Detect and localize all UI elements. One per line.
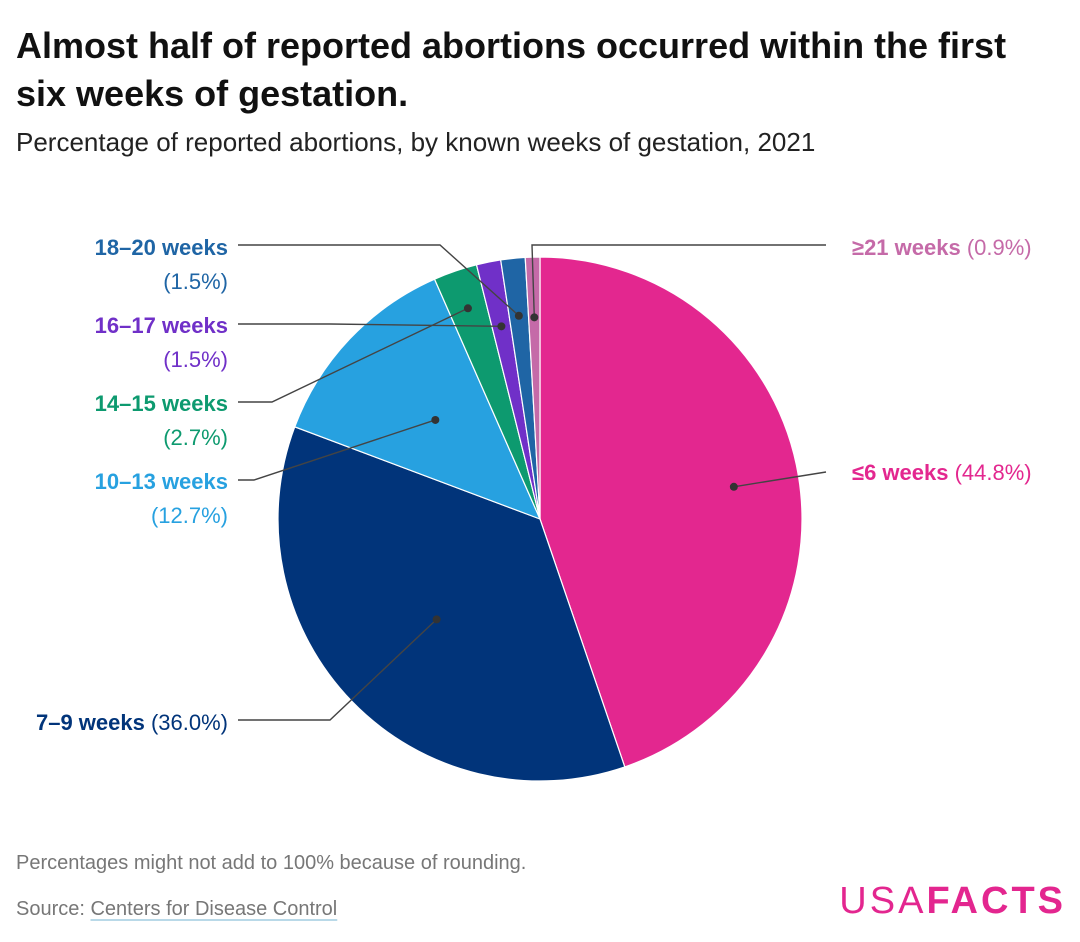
slice-label-value-3: (12.7%) [151, 503, 228, 528]
pie-slices [277, 256, 803, 782]
slice-label-name: 7–9 weeks [36, 710, 145, 735]
slice-label-name-5: 16–17 weeks [95, 313, 228, 338]
slice-label-name: ≥21 weeks [852, 235, 961, 260]
leader-dot-4 [463, 304, 472, 313]
slice-label-name-3: 10–13 weeks [95, 469, 228, 494]
leader-dot-2 [432, 615, 441, 624]
slice-label-value: (0.9%) [961, 235, 1032, 260]
source-line: Source: Centers for Disease Control [16, 898, 337, 921]
slice-label-value: (44.8%) [948, 460, 1031, 485]
leader-dot-6 [514, 311, 523, 320]
slice-label-2: 7–9 weeks (36.0%) [36, 710, 228, 735]
slice-label-value: (36.0%) [145, 710, 228, 735]
leader-line-4 [238, 307, 469, 403]
pie-slice-2 [277, 426, 626, 782]
slice-label-value-4: (2.7%) [163, 425, 228, 450]
leader-line-3 [238, 419, 436, 481]
slice-label-value-5: (1.5%) [163, 347, 228, 372]
slice-labels: ≤6 weeks (44.8%) 7–9 weeks (36.0%) 10–13 w… [36, 235, 1032, 735]
rounding-note: Percentages might not add to 100% becaus… [16, 852, 527, 874]
leader-line-5 [238, 323, 502, 328]
logo-part-usa: USA [839, 880, 927, 922]
slice-label-name-4: 14–15 weeks [95, 391, 228, 416]
chart-title: Almost half of reported abortions occurr… [16, 25, 1007, 114]
slice-label-1: ≤6 weeks (44.8%) [852, 460, 1032, 485]
leader-line-2 [238, 618, 438, 721]
logo-part-facts: FACTS [926, 880, 1066, 922]
source-link[interactable]: Centers for Disease Control [90, 898, 338, 920]
leader-line-1 [733, 471, 827, 488]
slice-label-name-6: 18–20 weeks [95, 235, 228, 260]
leader-dot-3 [431, 415, 440, 424]
leader-line-7 [531, 244, 826, 318]
usafacts-logo: USAFACTS [839, 880, 1066, 923]
slice-label-name: ≤6 weeks [852, 460, 948, 485]
chart-subtitle: Percentage of reported abortions, by kno… [16, 127, 816, 157]
leader-dot-7 [530, 313, 539, 322]
source-prefix: Source: [16, 898, 91, 920]
leader-dot-5 [497, 322, 506, 331]
slice-label-value-6: (1.5%) [163, 269, 228, 294]
pie-slice-3 [293, 278, 542, 521]
slice-label-7: ≥21 weeks (0.9%) [852, 235, 1032, 260]
leader-line-6 [238, 244, 520, 317]
leader-dot-1 [729, 482, 738, 491]
